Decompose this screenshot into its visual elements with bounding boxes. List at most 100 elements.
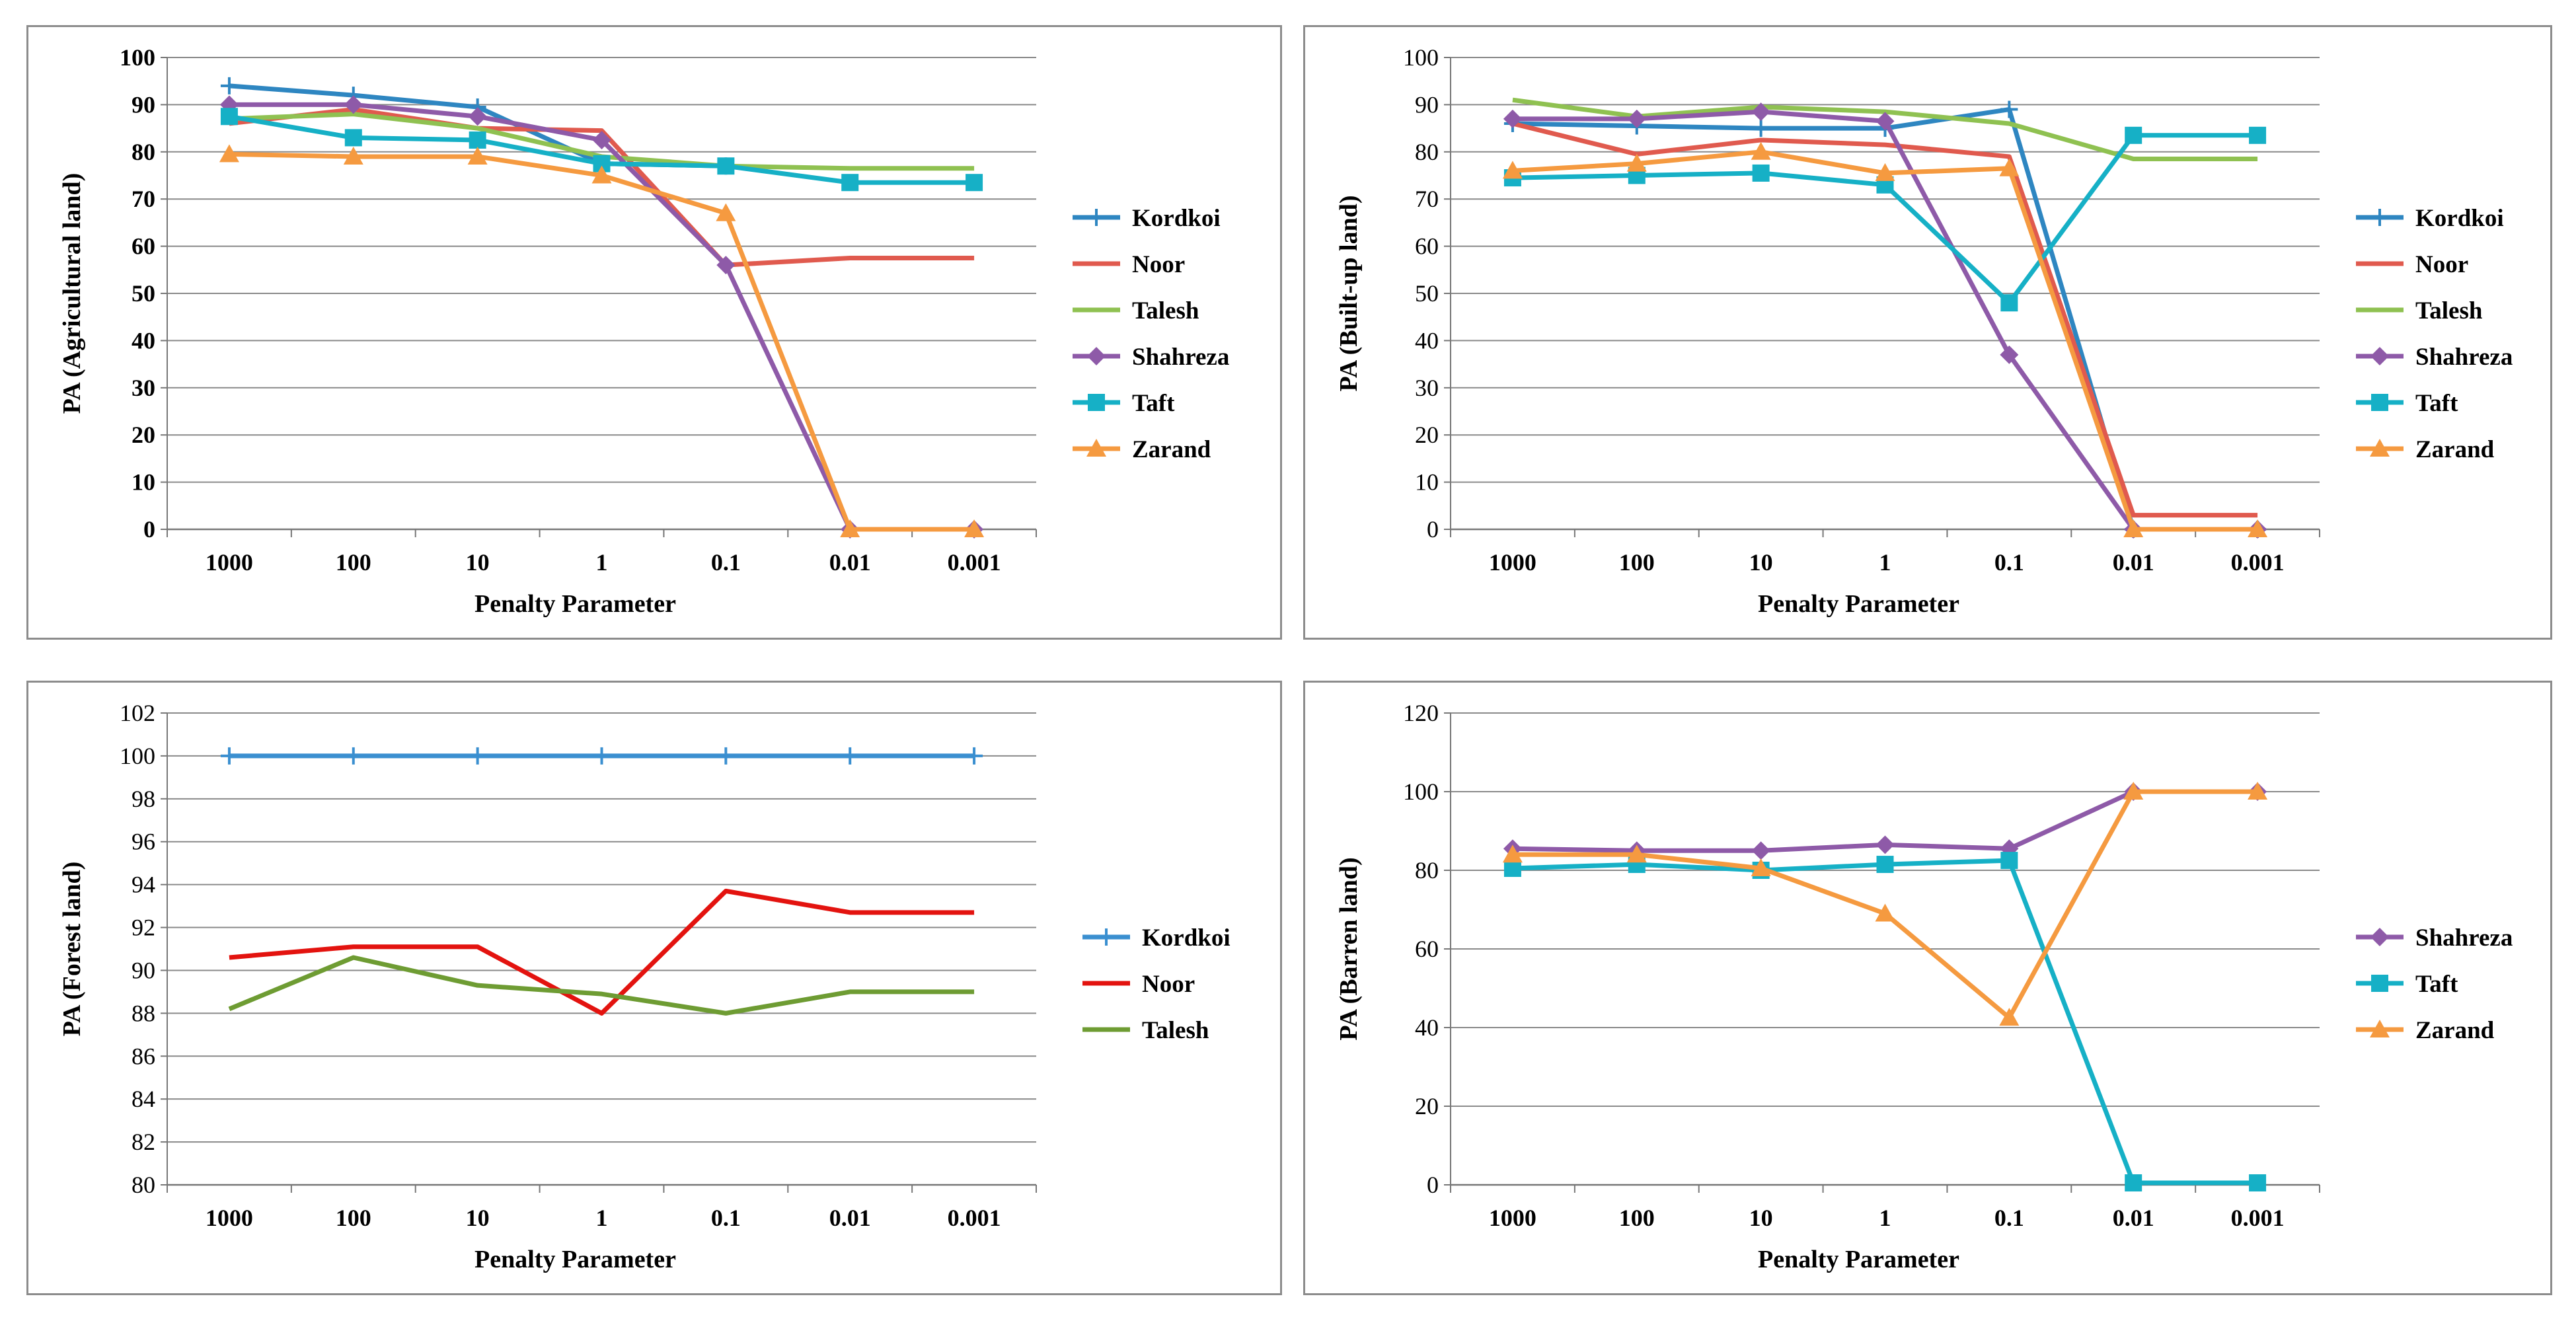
barren-x-tick-label: 0.01 bbox=[2113, 1205, 2154, 1231]
barren-series-shahreza bbox=[1503, 782, 2267, 860]
built-legend-label: Taft bbox=[2415, 390, 2458, 417]
agri-x-tick-label: 0.1 bbox=[711, 549, 741, 576]
agri-point-taft bbox=[220, 108, 238, 126]
barren-point-zarand bbox=[2248, 782, 2268, 800]
forest-chart-panel: 80 82 84 86 88 90 92 94 96 98 100 102 1000 100 10 1 0.1 0… bbox=[26, 681, 1282, 1295]
barren-y-tick-label: 20 bbox=[1415, 1093, 1439, 1119]
agri-y-tick-label: 50 bbox=[132, 280, 155, 307]
agri-point-taft bbox=[966, 174, 983, 192]
agri-x-tick-label: 1000 bbox=[206, 549, 253, 576]
agri-series-zarand bbox=[219, 144, 985, 537]
built-point-zarand bbox=[2248, 519, 2268, 537]
agri-legend-item-noor: Noor bbox=[1073, 251, 1185, 278]
built-y-tick-label: 60 bbox=[1415, 233, 1439, 260]
built-legend-item-kordkoi: Kordkoi bbox=[2356, 205, 2504, 232]
agri-y-tick-label: 60 bbox=[132, 233, 155, 260]
forest-x-tick-label: 1 bbox=[596, 1205, 608, 1231]
forest-point-kordkoi bbox=[717, 747, 735, 765]
forest-series-kordkoi bbox=[220, 747, 983, 765]
barren-point-shahreza bbox=[1875, 835, 1895, 854]
forest-x-axis: 1000 100 10 1 0.1 0.01 0.001 bbox=[167, 1185, 1037, 1231]
agri-point-taft bbox=[344, 129, 362, 147]
forest-x-tick-label: 100 bbox=[336, 1205, 371, 1231]
agri-point-kordkoi bbox=[220, 77, 238, 94]
built-legend-label: Kordkoi bbox=[2415, 205, 2504, 232]
barren-legend-item-taft: Taft bbox=[2356, 971, 2458, 998]
built-point-zarand bbox=[1999, 158, 2020, 176]
barren-x-tick-label: 1 bbox=[1879, 1205, 1891, 1231]
built-y-axis-title: PA (Built-up land) bbox=[1335, 195, 1363, 391]
barren-point-zarand bbox=[1999, 1008, 2020, 1026]
built-x-tick-label: 0.01 bbox=[2113, 549, 2154, 576]
forest-point-kordkoi bbox=[344, 747, 362, 765]
agri-legend-label: Kordkoi bbox=[1132, 205, 1221, 232]
agri-point-shahreza bbox=[344, 95, 363, 114]
forest-y-tick-label: 80 bbox=[132, 1172, 155, 1198]
agri-y-tick-label: 30 bbox=[132, 375, 155, 401]
forest-y-tick-label: 100 bbox=[120, 743, 155, 769]
barren-chart-panel: 0 20 40 60 80 100 120 1000 100 10 1 0.1 0.01 0.001 Pen… bbox=[1303, 681, 2552, 1295]
built-y-tick-label: 70 bbox=[1415, 186, 1439, 212]
forest-y-tick-label: 102 bbox=[120, 700, 155, 726]
built-legend-item-taft: Taft bbox=[2356, 390, 2458, 417]
barren-point-zarand bbox=[2123, 782, 2144, 800]
built-point-shahreza bbox=[1875, 112, 1895, 131]
agri-x-axis-title: Penalty Parameter bbox=[474, 590, 676, 618]
built-x-tick-label: 100 bbox=[1619, 549, 1655, 576]
built-x-tick-label: 10 bbox=[1749, 549, 1773, 576]
agri-x-tick-label: 1 bbox=[596, 549, 608, 576]
agri-legend-item-shahreza: Shahreza bbox=[1073, 344, 1229, 371]
forest-point-kordkoi bbox=[966, 747, 983, 765]
agri-legend: Kordkoi Noor Talesh Shahreza Taft Zarand bbox=[1073, 205, 1229, 463]
barren-y-tick-label: 40 bbox=[1415, 1014, 1439, 1041]
agri-point-zarand bbox=[343, 146, 363, 165]
built-x-tick-label: 0.001 bbox=[2231, 549, 2285, 576]
agri-legend-item-kordkoi: Kordkoi bbox=[1073, 205, 1221, 232]
barren-point-zarand bbox=[1751, 858, 1771, 877]
barren-y-axis: 0 20 40 60 80 100 120 bbox=[1403, 700, 2320, 1198]
barren-point-taft bbox=[2249, 1174, 2267, 1192]
forest-y-tick-label: 96 bbox=[132, 829, 155, 855]
agri-x-axis: 1000 100 10 1 0.1 0.01 0.001 bbox=[167, 529, 1037, 576]
forest-y-tick-label: 92 bbox=[132, 915, 155, 941]
agri-point-shahreza bbox=[716, 256, 736, 275]
forest-x-axis-title: Penalty Parameter bbox=[474, 1246, 676, 1273]
agri-legend-label: Talesh bbox=[1132, 297, 1199, 324]
barren-x-tick-label: 0.001 bbox=[2231, 1205, 2285, 1231]
agri-y-axis-title: PA (Agricultural land) bbox=[58, 173, 86, 414]
forest-line-talesh bbox=[228, 955, 975, 1016]
built-y-tick-label: 0 bbox=[1427, 516, 1439, 543]
agri-legend-item-taft: Taft bbox=[1073, 390, 1175, 417]
agricultural-chart-panel: 0 10 20 30 40 50 60 70 80 90 100 1000 100 10 1 0.1 0.01 0… bbox=[26, 25, 1282, 640]
built-y-tick-label: 50 bbox=[1415, 280, 1439, 307]
forest-x-tick-label: 0.1 bbox=[711, 1205, 741, 1231]
agri-point-zarand bbox=[467, 146, 488, 165]
agri-y-tick-label: 0 bbox=[143, 516, 155, 543]
built-legend-item-zarand: Zarand bbox=[2356, 436, 2495, 463]
forest-x-tick-label: 1000 bbox=[206, 1205, 253, 1231]
built-point-taft bbox=[2249, 126, 2267, 144]
built-x-axis-title: Penalty Parameter bbox=[1758, 590, 1959, 618]
forest-y-tick-label: 88 bbox=[132, 1000, 155, 1026]
forest-series-noor bbox=[229, 888, 975, 1016]
built-point-kordkoi bbox=[1752, 120, 1770, 137]
agri-y-tick-label: 10 bbox=[132, 469, 155, 496]
agri-point-zarand bbox=[591, 165, 612, 184]
built-x-tick-label: 0.1 bbox=[1994, 549, 2024, 576]
forest-legend-label: Kordkoi bbox=[1142, 924, 1231, 952]
forest-legend-item-talesh: Talesh bbox=[1082, 1017, 1209, 1044]
built-y-tick-label: 10 bbox=[1415, 469, 1439, 496]
built-point-taft bbox=[1752, 164, 1770, 182]
barren-point-shahreza bbox=[2000, 839, 2019, 858]
barren-point-taft bbox=[1503, 860, 1521, 878]
built-point-zarand bbox=[1751, 141, 1771, 160]
agri-point-zarand bbox=[716, 203, 736, 221]
built-point-taft bbox=[2125, 126, 2142, 144]
barren-y-tick-label: 120 bbox=[1403, 700, 1439, 726]
barren-series-taft bbox=[1503, 852, 2267, 1192]
barren-legend: Shahreza Taft Zarand bbox=[2356, 924, 2513, 1044]
forest-series-talesh bbox=[228, 955, 975, 1016]
forest-x-tick-label: 10 bbox=[466, 1205, 490, 1231]
built-point-taft bbox=[2000, 294, 2018, 312]
forest-y-tick-label: 98 bbox=[132, 786, 155, 812]
